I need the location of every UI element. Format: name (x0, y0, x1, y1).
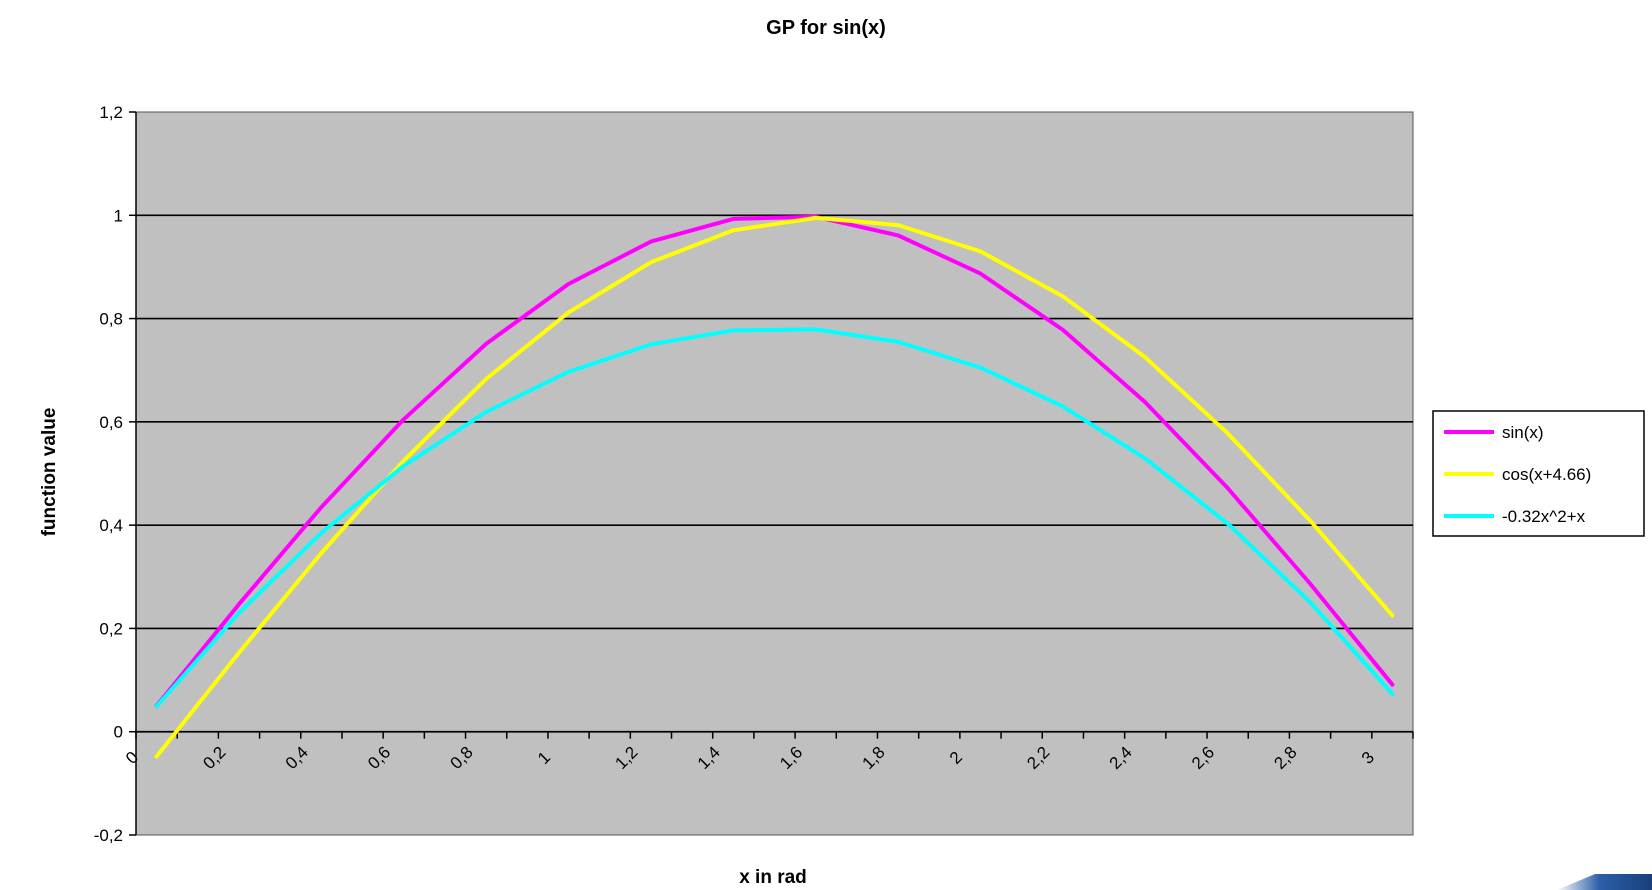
y-tick-label: 0,6 (99, 413, 123, 432)
chart-title: GP for sin(x) (766, 17, 886, 39)
y-tick-label: 0,4 (99, 516, 123, 535)
legend-label: sin(x) (1502, 423, 1544, 442)
series-line (154, 327, 1395, 709)
x-axis-label: x in rad (739, 867, 807, 888)
y-axis-label: function value (39, 408, 60, 537)
legend-label: cos(x+4.66) (1502, 465, 1591, 484)
series-lines (154, 214, 1395, 759)
legend: sin(x) cos(x+4.66) -0.32x^2+x (1432, 410, 1645, 537)
y-tick-label: 1,2 (99, 103, 123, 122)
plot-area (135, 111, 1414, 836)
series-line (154, 214, 1395, 708)
y-tick-label: -0,2 (94, 826, 123, 845)
legend-label: -0.32x^2+x (1502, 507, 1586, 526)
series-line (154, 215, 1395, 759)
y-tick-label: 0,2 (99, 619, 123, 638)
y-axis: -0,2 0 0,2 0,4 0,6 0,8 1 1,2 (94, 103, 137, 845)
y-tick-label: 0 (114, 723, 123, 742)
y-tick-label: 0,8 (99, 310, 123, 329)
y-tick-label: 1 (114, 206, 123, 225)
